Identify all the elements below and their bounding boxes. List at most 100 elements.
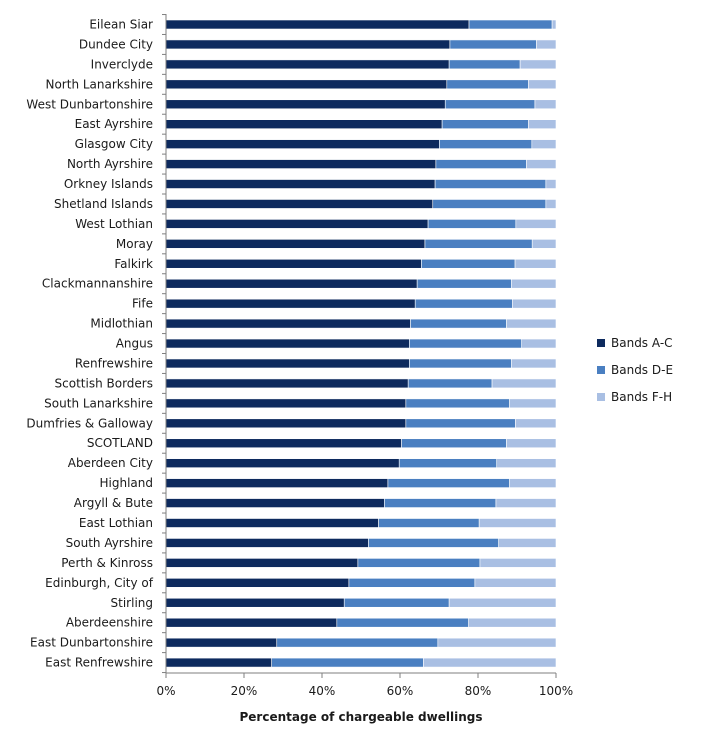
bar-fife-bands-f-h (512, 298, 557, 309)
bar-north-ayrshire-bands-f-h (526, 159, 557, 169)
bar-west-dunbartonshire-bands-f-h (534, 99, 557, 110)
bar-south-ayrshire-bands-a-c (165, 538, 369, 548)
bar-south-lanarkshire-bands-a-c (165, 398, 407, 409)
x-tick-label: 0% (156, 684, 175, 698)
bar-scottish-borders-bands-d-e (407, 378, 493, 389)
bar-scottish-borders-bands-f-h (491, 378, 557, 389)
bar-argyll-bute-bands-d-e (384, 498, 497, 508)
bar-west-lothian-bands-d-e (427, 219, 517, 229)
x-tick-label: 40% (309, 684, 336, 698)
legend-swatch-bands-f-h (597, 393, 605, 401)
bar-clackmannanshire-bands-d-e (416, 278, 512, 289)
bar-perth-kinross-bands-d-e (357, 558, 481, 568)
bar-falkirk-bands-f-h (514, 258, 557, 269)
category-label: East Renfrewshire (45, 656, 153, 670)
bar-stirling-bands-f-h (448, 597, 557, 608)
bar-highland-bands-d-e (387, 478, 510, 488)
bar-south-lanarkshire-bands-f-h (509, 398, 557, 409)
bar-highland-bands-f-h (509, 478, 557, 488)
category-label: Falkirk (114, 257, 153, 271)
category-label: Dundee City (79, 37, 153, 51)
bar-north-ayrshire-bands-a-c (165, 159, 437, 169)
bar-aberdeen-city-bands-f-h (496, 458, 557, 468)
category-label: West Dunbartonshire (26, 97, 153, 111)
bar-argyll-bute-bands-f-h (495, 498, 557, 508)
category-label: Orkney Islands (64, 177, 153, 191)
bar-scotland-bands-f-h (506, 438, 557, 449)
bar-edinburgh-city-of-bands-d-e (348, 578, 476, 588)
bar-scotland-bands-d-e (401, 438, 507, 449)
category-label: Argyll & Bute (74, 496, 153, 510)
bar-east-ayrshire-bands-f-h (528, 119, 557, 129)
bar-aberdeenshire-bands-d-e (336, 617, 469, 628)
bar-shetland-islands-bands-a-c (165, 199, 434, 209)
category-label: Inverclyde (91, 57, 153, 71)
bar-east-dunbartonshire-bands-f-h (437, 637, 557, 648)
legend-label-bands-a-c: Bands A-C (611, 336, 673, 350)
bar-inverclyde-bands-f-h (519, 59, 557, 70)
bar-glasgow-city-bands-a-c (165, 139, 440, 149)
bar-orkney-islands-bands-f-h (545, 179, 557, 189)
category-label: Stirling (111, 596, 153, 610)
bar-west-lothian-bands-f-h (515, 219, 557, 229)
category-label: West Lothian (75, 217, 153, 231)
bar-west-dunbartonshire-bands-d-e (444, 99, 536, 110)
legend-swatch-bands-a-c (597, 339, 605, 347)
bar-renfrewshire-bands-f-h (511, 358, 557, 369)
bar-angus-bands-a-c (165, 338, 410, 349)
category-labels: Eilean Siar Dundee City Inverclyde North La… (26, 18, 153, 670)
bar-east-renfrewshire-bands-f-h (423, 657, 557, 668)
category-label: East Ayrshire (75, 117, 153, 131)
bar-angus-bands-f-h (521, 338, 557, 349)
bar-scottish-borders-bands-a-c (165, 378, 409, 389)
category-label: Angus (116, 337, 153, 351)
bar-angus-bands-d-e (409, 338, 522, 349)
bar-falkirk-bands-d-e (421, 258, 516, 269)
x-axis-title: Percentage of chargeable dwellings (240, 710, 483, 724)
bar-north-lanarkshire-bands-d-e (446, 79, 529, 90)
category-label: Shetland Islands (54, 197, 153, 211)
bars-layer (165, 19, 557, 668)
category-label: Highland (100, 476, 154, 490)
bar-aberdeen-city-bands-d-e (398, 458, 498, 468)
bar-aberdeen-city-bands-a-c (165, 458, 400, 468)
bar-stirling-bands-d-e (343, 597, 450, 608)
bar-west-dunbartonshire-bands-a-c (165, 99, 446, 110)
bar-east-dunbartonshire-bands-a-c (165, 637, 278, 648)
bar-moray-bands-d-e (424, 239, 533, 249)
bar-south-ayrshire-bands-f-h (498, 538, 557, 548)
category-label: Midlothian (90, 317, 153, 331)
bar-dumfries-galloway-bands-a-c (165, 418, 407, 429)
x-tick-label: 100% (539, 684, 573, 698)
bar-inverclyde-bands-d-e (448, 59, 521, 70)
bar-orkney-islands-bands-d-e (434, 179, 547, 189)
bar-aberdeenshire-bands-a-c (165, 617, 338, 628)
bar-eilean-siar-bands-d-e (468, 19, 553, 30)
legend-label-bands-f-h: Bands F-H (611, 390, 672, 404)
x-tick-label: 20% (231, 684, 258, 698)
bar-renfrewshire-bands-d-e (409, 358, 512, 369)
bar-moray-bands-f-h (531, 239, 557, 249)
legend-label-bands-d-e: Bands D-E (611, 363, 673, 377)
bar-perth-kinross-bands-f-h (479, 558, 557, 568)
category-label: South Ayrshire (66, 536, 153, 550)
legend: Bands A-C Bands D-E Bands F-H (597, 336, 673, 404)
category-label: SCOTLAND (87, 436, 153, 450)
bar-dundee-city-bands-d-e (449, 39, 537, 50)
x-tick-label: 60% (387, 684, 414, 698)
category-label: Scottish Borders (55, 376, 153, 390)
bar-fife-bands-a-c (165, 298, 416, 309)
bar-east-renfrewshire-bands-a-c (165, 657, 272, 668)
bar-east-lothian-bands-f-h (478, 518, 557, 528)
category-label: Fife (132, 297, 153, 311)
bar-inverclyde-bands-a-c (165, 59, 450, 70)
bar-north-ayrshire-bands-d-e (435, 159, 527, 169)
bar-dumfries-galloway-bands-d-e (405, 418, 516, 429)
bar-stirling-bands-a-c (165, 597, 345, 608)
bar-renfrewshire-bands-a-c (165, 358, 410, 369)
bar-fife-bands-d-e (414, 298, 513, 309)
bar-west-lothian-bands-a-c (165, 219, 429, 229)
category-label: Aberdeenshire (66, 616, 153, 630)
bar-midlothian-bands-f-h (506, 318, 557, 329)
